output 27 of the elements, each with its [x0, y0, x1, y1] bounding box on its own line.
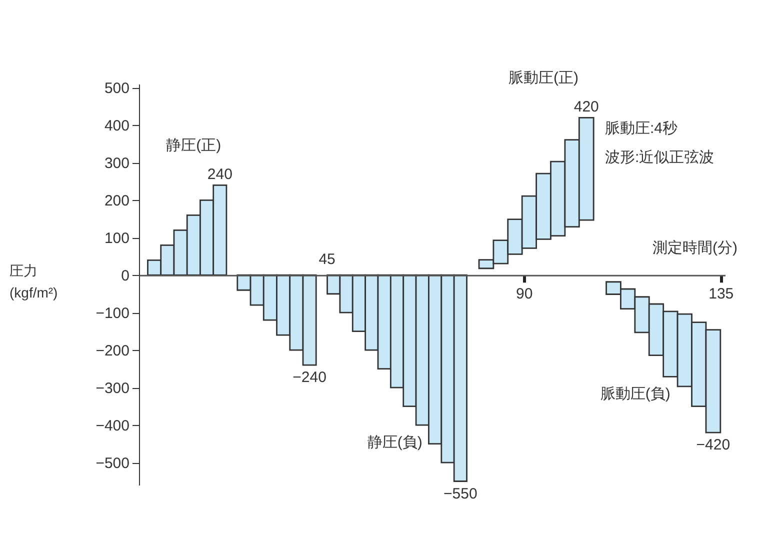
x-axis-title: 測定時間(分): [652, 240, 738, 257]
annotation: 脈動圧:4秒: [605, 120, 678, 137]
y-tick-label: −200: [96, 342, 130, 360]
data-label: −240: [292, 369, 326, 386]
y-tick-label: −300: [96, 380, 130, 398]
data-label: −420: [696, 436, 730, 454]
data-label: 240: [207, 166, 232, 184]
annotation: 45: [318, 251, 336, 268]
y-tick-label: 0: [121, 268, 130, 285]
y-tick-label: 300: [104, 155, 130, 172]
y-tick-label: 500: [104, 80, 130, 98]
x-tick-label: 90: [516, 286, 533, 303]
text: 静圧(正): [166, 137, 222, 154]
data-label: −550: [444, 485, 478, 502]
y-tick-label: −400: [96, 418, 130, 435]
y-tick-label: 100: [104, 230, 130, 248]
y-tick-label: 200: [104, 192, 130, 210]
y-tick-label: −500: [96, 455, 130, 472]
x-tick-label: 135: [708, 286, 734, 303]
annotation: 波形:近似正弦波: [605, 149, 714, 166]
text: 脈動圧(正): [508, 70, 579, 87]
y-tick-label: 400: [104, 118, 130, 135]
series-label: 静圧(負): [367, 434, 422, 452]
y-axis-title: 圧力 (kgf/m²): [10, 262, 58, 301]
y-tick-label: −100: [96, 305, 130, 322]
data-label: 420: [574, 98, 599, 116]
series-label: 脈動圧(負): [600, 386, 670, 403]
